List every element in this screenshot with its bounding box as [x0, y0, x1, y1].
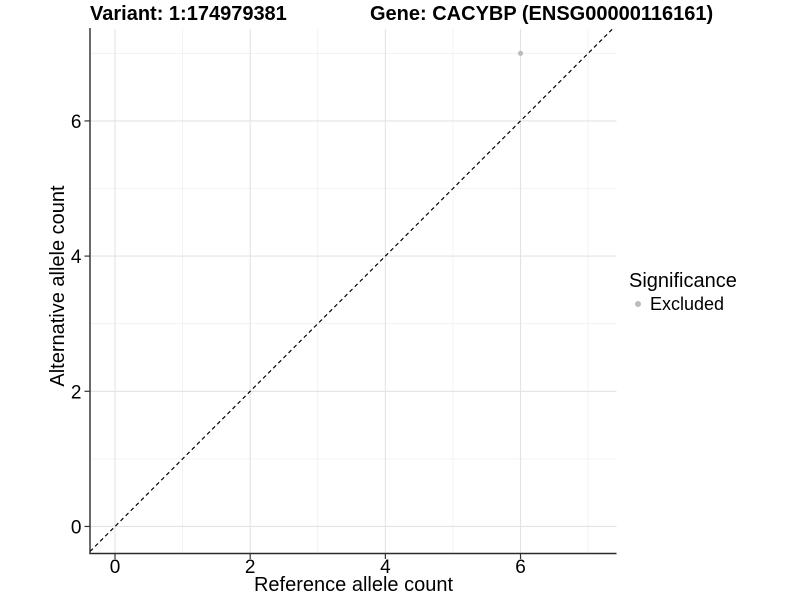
x-axis-title: Reference allele count [253, 574, 453, 596]
identity-reference-line [89, 28, 613, 552]
x-tick-label: 2 [245, 557, 256, 578]
y-tick-label: 6 [71, 112, 82, 133]
legend-title: Significance [629, 270, 737, 292]
legend-point-icon [635, 301, 641, 307]
y-tick-label: 2 [71, 382, 82, 403]
y-axis-title: Alternative allele count [47, 185, 69, 387]
y-tick-label: 4 [71, 247, 82, 268]
legend-item-excluded: Excluded [629, 294, 737, 314]
variant-title: Variant: 1:174979381 [90, 3, 287, 25]
x-tick-label: 4 [380, 557, 391, 578]
x-tick-label: 0 [110, 557, 121, 578]
legend-item-label: Excluded [650, 294, 725, 314]
x-tick-label: 6 [515, 557, 526, 578]
data-point-excluded [517, 50, 524, 56]
legend: Significance Excluded [629, 270, 737, 314]
gene-title: Gene: CACYBP (ENSG00000116161) [370, 3, 714, 25]
y-tick-label: 0 [71, 517, 82, 538]
